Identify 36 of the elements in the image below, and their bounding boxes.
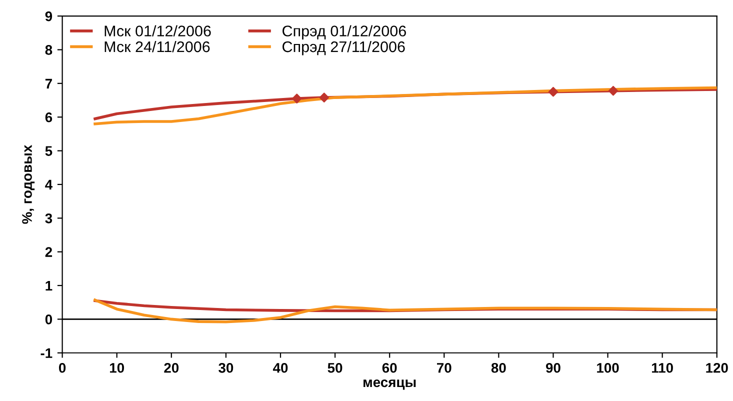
- x-tick-label: 120: [706, 362, 728, 373]
- x-tick-label: 30: [218, 362, 234, 373]
- x-axis-title: месяцы: [364, 380, 416, 390]
- x-tick-label: 110: [652, 362, 673, 373]
- point: [319, 92, 329, 102]
- y-tick-label: 8: [45, 45, 52, 55]
- y-tick-label: 6: [45, 112, 52, 122]
- x-tick-label: 0: [58, 362, 66, 373]
- x-tick-label: 40: [272, 362, 288, 373]
- y-tick-label: 3: [45, 213, 52, 224]
- y-axis-title: %, годовых: [22, 144, 35, 224]
- line-series: [94, 86, 717, 126]
- point: [548, 86, 558, 97]
- line-series: [94, 298, 717, 324]
- y-tick-label: 4: [45, 180, 53, 190]
- y-tick-label: 5: [45, 146, 52, 156]
- y-tick-label: 0: [45, 314, 52, 324]
- point: [608, 86, 618, 96]
- x-tick-label: 10: [110, 362, 124, 373]
- x-tick-label: 90: [546, 362, 560, 373]
- legend-label: Мск 01/12/2006: [104, 25, 211, 36]
- y-tick-label: 7: [45, 78, 52, 88]
- x-tick-label: 80: [491, 362, 506, 373]
- y-tick-label: -1: [40, 348, 52, 358]
- x-tick-label: 70: [437, 362, 452, 373]
- point: [292, 94, 302, 104]
- x-tick-label: 100: [597, 362, 619, 373]
- legend-label: Спрэд 01/12/2006: [282, 25, 406, 40]
- x-tick-label: 60: [382, 362, 397, 373]
- y-tick-label: 1: [46, 280, 52, 291]
- y-tick-label: 9: [45, 11, 52, 22]
- y-tick-label: 2: [45, 247, 52, 257]
- legend-label: Мск 24/11/2006: [104, 40, 210, 52]
- x-tick-label: 20: [164, 362, 179, 373]
- legend-label: Спрэд 27/11/2006: [282, 40, 405, 56]
- x-tick-label: 50: [328, 362, 342, 373]
